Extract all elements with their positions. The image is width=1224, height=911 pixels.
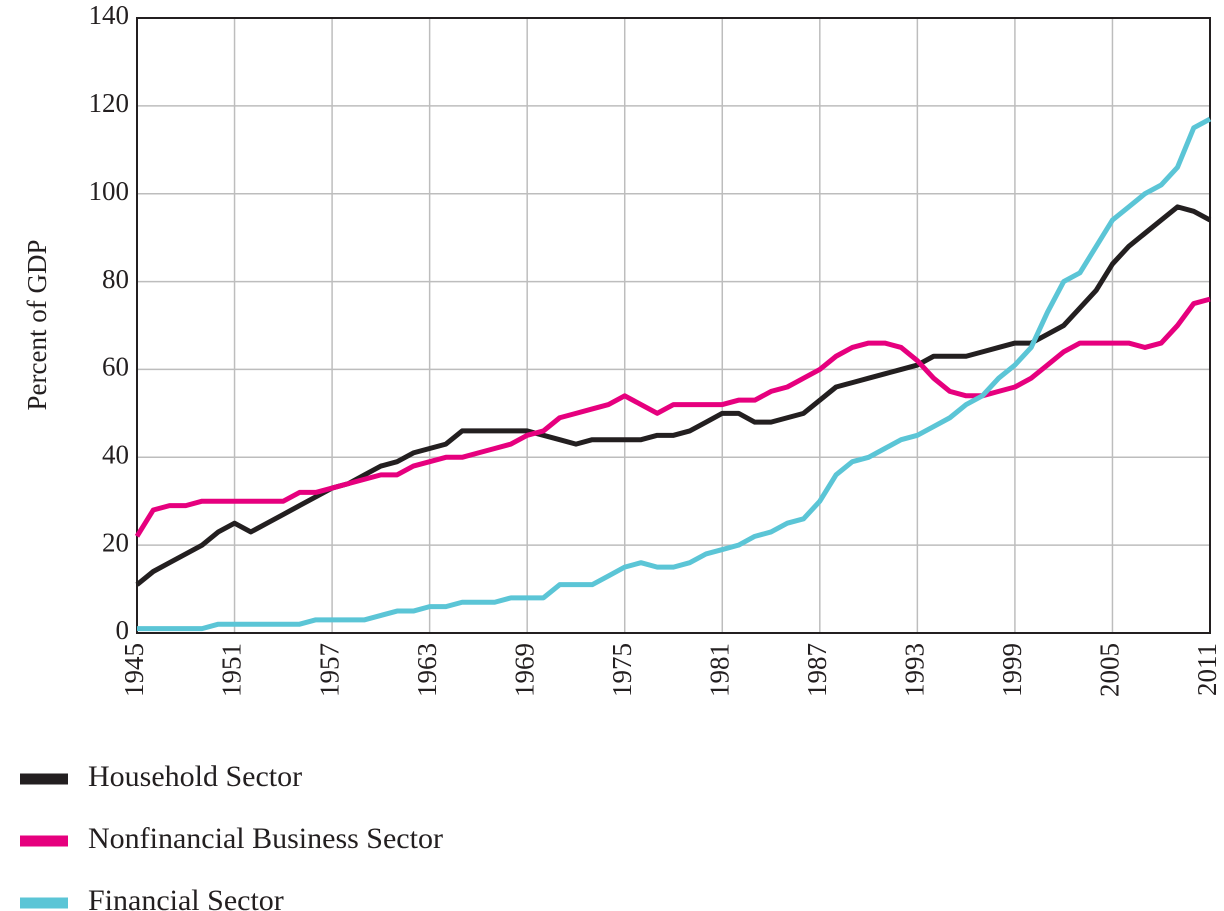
x-tick-label: 1981 <box>704 643 734 697</box>
x-tick-label: 1951 <box>217 643 247 697</box>
x-tick-label: 1963 <box>412 643 442 697</box>
x-tick-label: 1945 <box>119 643 149 697</box>
y-tick-label: 60 <box>102 352 129 382</box>
x-tick-label: 1969 <box>509 643 539 697</box>
x-tick-label: 1975 <box>607 643 637 697</box>
plot-frame <box>136 17 1211 634</box>
legend-label: Household Sector <box>88 760 302 793</box>
x-tick-label: 1999 <box>997 643 1027 697</box>
line-series <box>134 296 1211 538</box>
y-tick-label: 0 <box>116 615 130 645</box>
y-tick-label: 20 <box>102 527 129 557</box>
line-series <box>137 116 1212 632</box>
y-tick-label: 120 <box>89 88 130 118</box>
x-tick-label: 1957 <box>314 643 344 697</box>
line-series <box>135 204 1212 587</box>
y-tick-label: 40 <box>102 439 129 469</box>
legend-label: Financial Sector <box>88 884 284 911</box>
x-tick-label: 2011 <box>1192 643 1222 696</box>
x-tick-label: 1987 <box>802 643 832 697</box>
x-tick-label: 2005 <box>1095 643 1125 697</box>
y-tick-label: 140 <box>89 0 130 30</box>
x-tick-label: 1993 <box>900 643 930 697</box>
y-tick-label: 80 <box>102 264 129 294</box>
y-tick-label: 100 <box>89 176 130 206</box>
legend-label: Nonfinancial Business Sector <box>88 822 443 855</box>
y-axis-label: Percent of GDP <box>22 240 52 411</box>
